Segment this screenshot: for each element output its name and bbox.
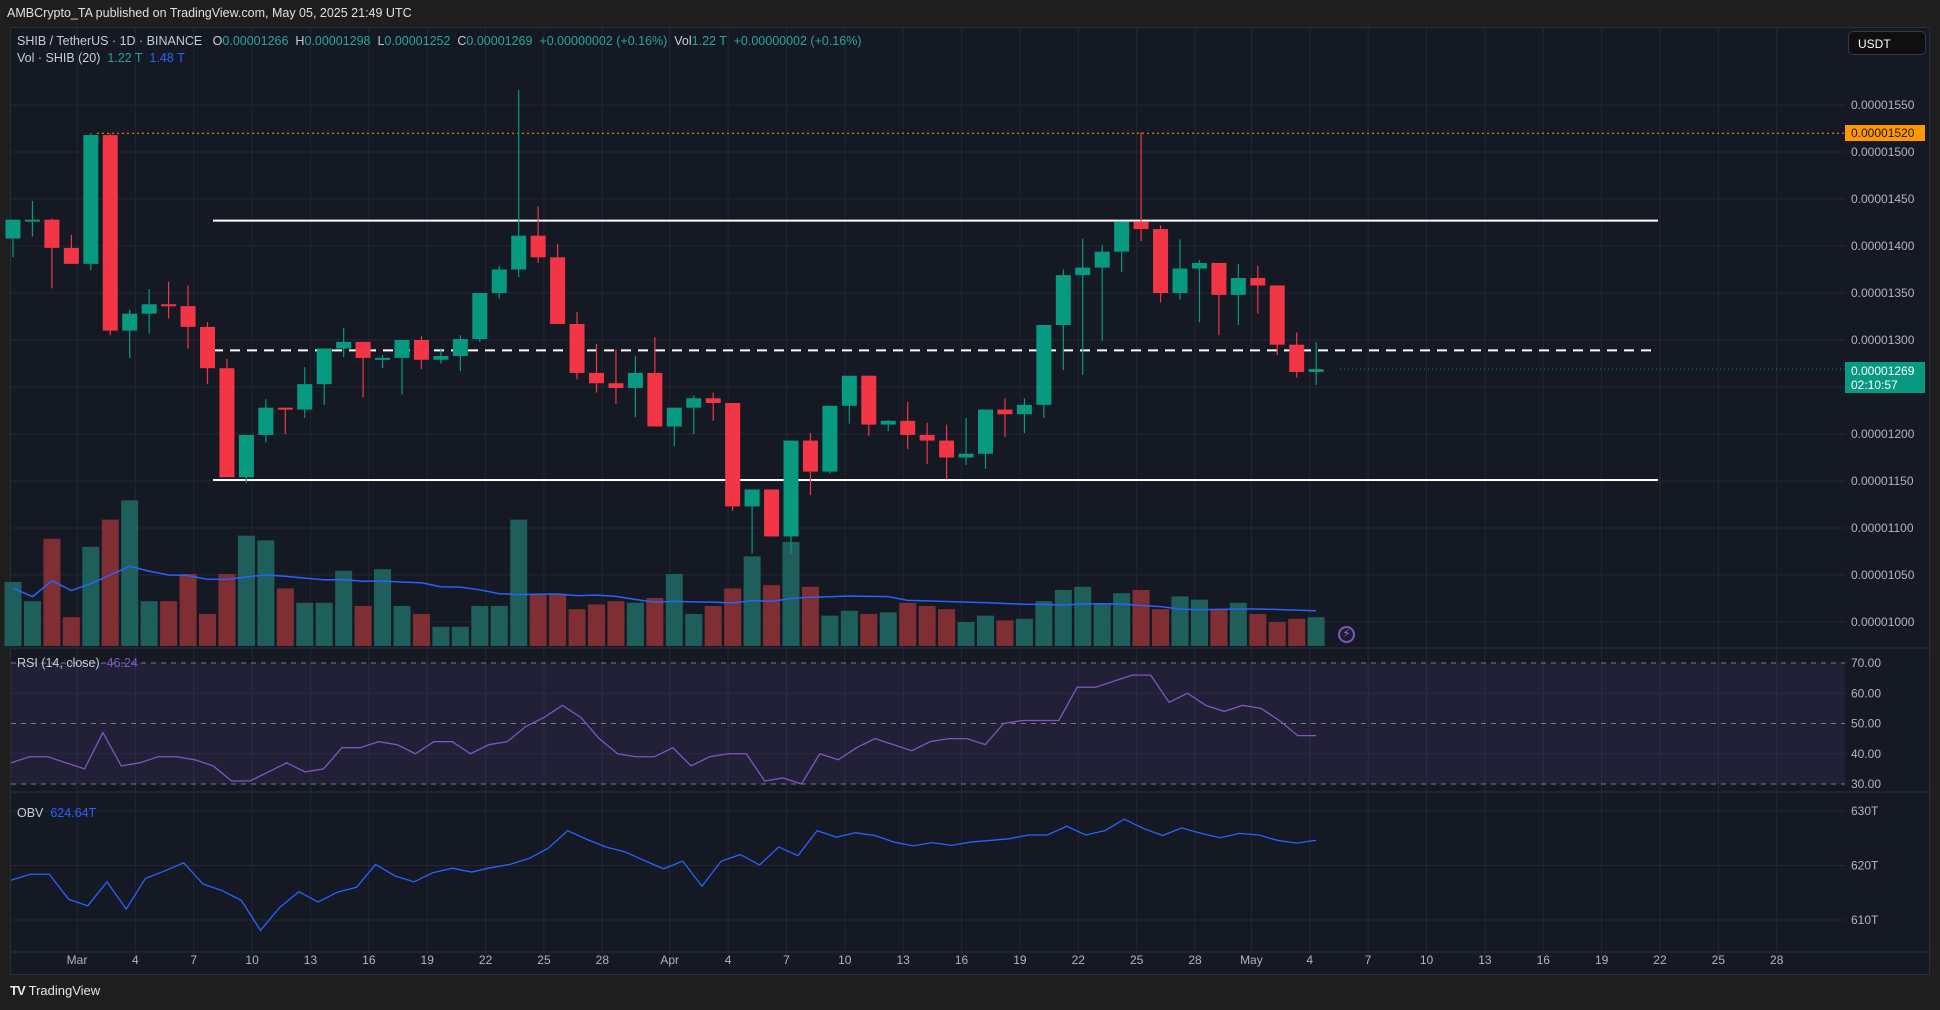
svg-text:10: 10 (1420, 953, 1434, 967)
svg-text:16: 16 (955, 953, 969, 967)
tradingview-logo[interactable]: TV TradingView (10, 983, 100, 998)
volume-ma-value: 1.48 T (149, 51, 185, 65)
svg-text:4: 4 (132, 953, 139, 967)
svg-text:0.00001400: 0.00001400 (1851, 239, 1915, 253)
svg-text:16: 16 (362, 953, 376, 967)
svg-text:4: 4 (725, 953, 732, 967)
svg-text:10: 10 (838, 953, 852, 967)
lightning-icon[interactable]: ⚡ (1338, 626, 1355, 643)
currency-button[interactable]: USDT (1848, 31, 1926, 55)
tradingview-mark-icon: TV (10, 983, 26, 998)
svg-text:60.00: 60.00 (1851, 686, 1881, 700)
high-value: 0.00001298 (304, 34, 371, 48)
svg-text:7: 7 (1365, 953, 1372, 967)
svg-text:28: 28 (1770, 953, 1784, 967)
svg-text:Mar: Mar (67, 953, 88, 967)
rsi-line (10, 674, 1317, 785)
svg-text:40.00: 40.00 (1851, 747, 1881, 761)
svg-text:610T: 610T (1851, 913, 1879, 927)
grid (11, 28, 1845, 955)
svg-text:19: 19 (1013, 953, 1027, 967)
svg-text:13: 13 (1478, 953, 1492, 967)
volume-legend: Vol · SHIB (20) 1.22 T 1.48 T (17, 51, 185, 65)
svg-text:0.00001300: 0.00001300 (1851, 333, 1915, 347)
svg-text:May: May (1240, 953, 1263, 967)
rsi-band (11, 663, 1845, 784)
svg-text:0.00001000: 0.00001000 (1851, 615, 1915, 629)
svg-text:0.00001500: 0.00001500 (1851, 145, 1915, 159)
svg-text:Apr: Apr (660, 953, 679, 967)
obv-line (10, 818, 1317, 932)
range-lines (97, 132, 1845, 482)
volume-indicator-title[interactable]: Vol · SHIB (20) (17, 51, 101, 65)
svg-text:50.00: 50.00 (1851, 717, 1881, 731)
svg-text:7: 7 (783, 953, 790, 967)
svg-text:0.00001350: 0.00001350 (1851, 286, 1915, 300)
volume-value: 1.22 T (691, 34, 727, 48)
svg-text:13: 13 (304, 953, 318, 967)
svg-text:22: 22 (1072, 953, 1086, 967)
svg-text:620T: 620T (1851, 859, 1879, 873)
svg-text:0.00001450: 0.00001450 (1851, 192, 1915, 206)
svg-text:0.00001200: 0.00001200 (1851, 427, 1915, 441)
chart-frame[interactable] (10, 27, 1930, 975)
high-price-label: 0.00001520 (1845, 125, 1925, 141)
svg-text:0.00001100: 0.00001100 (1851, 521, 1914, 535)
volume-change-value: +0.00000002 (+0.16%) (733, 34, 862, 48)
low-value: 0.00001252 (384, 34, 451, 48)
last-price-value: 0.00001269 (1851, 364, 1915, 378)
volume-indicator-value: 1.22 T (107, 51, 143, 65)
svg-text:0.00001150: 0.00001150 (1851, 474, 1914, 488)
candles (5, 89, 1324, 555)
svg-text:10: 10 (245, 953, 259, 967)
svg-text:7: 7 (190, 953, 197, 967)
symbol-legend: SHIB / TetherUS · 1D · BINANCE O0.000012… (17, 34, 862, 48)
svg-text:28: 28 (596, 953, 610, 967)
svg-text:70.00: 70.00 (1851, 656, 1881, 670)
close-value: 0.00001269 (466, 34, 533, 48)
obv-legend: OBV 624.64T (17, 806, 96, 820)
symbol-title[interactable]: SHIB / TetherUS · 1D · BINANCE (17, 34, 203, 48)
rsi-legend: RSI (14, close) 46.24 (17, 656, 138, 670)
volume-ma-line (12, 565, 1317, 612)
rsi-value: 46.24 (106, 656, 138, 670)
svg-text:4: 4 (1306, 953, 1313, 967)
svg-text:16: 16 (1537, 953, 1551, 967)
svg-text:630T: 630T (1851, 804, 1879, 818)
rsi-axis: 70.00 60.00 50.00 40.00 30.00 (1851, 656, 1881, 791)
bar-countdown: 02:10:57 (1851, 378, 1898, 392)
svg-text:30.00: 30.00 (1851, 777, 1881, 791)
svg-text:22: 22 (479, 953, 493, 967)
svg-text:25: 25 (537, 953, 551, 967)
svg-text:22: 22 (1653, 953, 1667, 967)
svg-text:19: 19 (421, 953, 435, 967)
publisher-caption: AMBCrypto_TA published on TradingView.co… (7, 6, 412, 20)
time-axis: Mar 4 7 10 13 16 19 22 25 28 Apr 4 7 10 13 16 19 22 25 28 Ma… (67, 953, 1784, 967)
obv-axis: 630T 620T 610T (1851, 804, 1879, 927)
last-price-label: 0.00001269 02:10:57 (1845, 362, 1925, 393)
obv-value: 624.64T (50, 806, 97, 820)
volume-bars (4, 500, 1325, 646)
svg-text:0.00001550: 0.00001550 (1851, 98, 1915, 112)
rsi-title[interactable]: RSI (14, close) (17, 656, 100, 670)
svg-text:25: 25 (1130, 953, 1144, 967)
brand-name: TradingView (28, 983, 101, 998)
open-value: 0.00001266 (222, 34, 289, 48)
change-value: +0.00000002 (+0.16%) (539, 34, 668, 48)
obv-title[interactable]: OBV (17, 806, 44, 820)
svg-text:13: 13 (897, 953, 911, 967)
svg-text:19: 19 (1595, 953, 1609, 967)
svg-text:25: 25 (1712, 953, 1726, 967)
svg-text:0.00001050: 0.00001050 (1851, 568, 1915, 582)
svg-text:28: 28 (1188, 953, 1202, 967)
